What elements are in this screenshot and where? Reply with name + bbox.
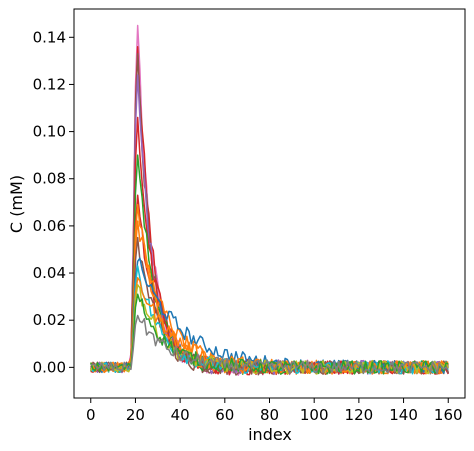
y-tick-label: 0.08 [33, 170, 66, 188]
y-axis-label: C (mM) [7, 175, 26, 233]
x-tick-label: 20 [126, 406, 145, 424]
x-axis: 0 20 40 60 80 100 120 140 160 [86, 398, 463, 424]
series-line [90, 203, 449, 375]
series-line [90, 314, 449, 375]
y-tick-label: 0.06 [33, 217, 66, 235]
x-tick-label: 0 [86, 406, 96, 424]
y-axis: 0.00 0.02 0.04 0.06 0.08 0.10 0.12 0.14 [33, 28, 74, 376]
series-layer [90, 24, 449, 376]
y-tick-label: 0.02 [33, 311, 66, 329]
x-tick-label: 100 [300, 406, 329, 424]
x-axis-label: index [248, 425, 292, 444]
x-tick-label: 160 [434, 406, 463, 424]
series-line [90, 257, 449, 375]
x-tick-label: 40 [171, 406, 190, 424]
y-tick-label: 0.04 [33, 264, 66, 282]
series-line [90, 277, 449, 375]
x-tick-label: 80 [260, 406, 279, 424]
y-tick-label: 0.12 [33, 75, 66, 93]
y-tick-label: 0.10 [33, 123, 66, 141]
x-tick-label: 140 [389, 406, 418, 424]
series-line [90, 293, 449, 375]
x-tick-label: 60 [215, 406, 234, 424]
y-tick-label: 0.00 [33, 358, 66, 376]
x-tick-label: 120 [345, 406, 374, 424]
y-tick-label: 0.14 [33, 28, 66, 46]
